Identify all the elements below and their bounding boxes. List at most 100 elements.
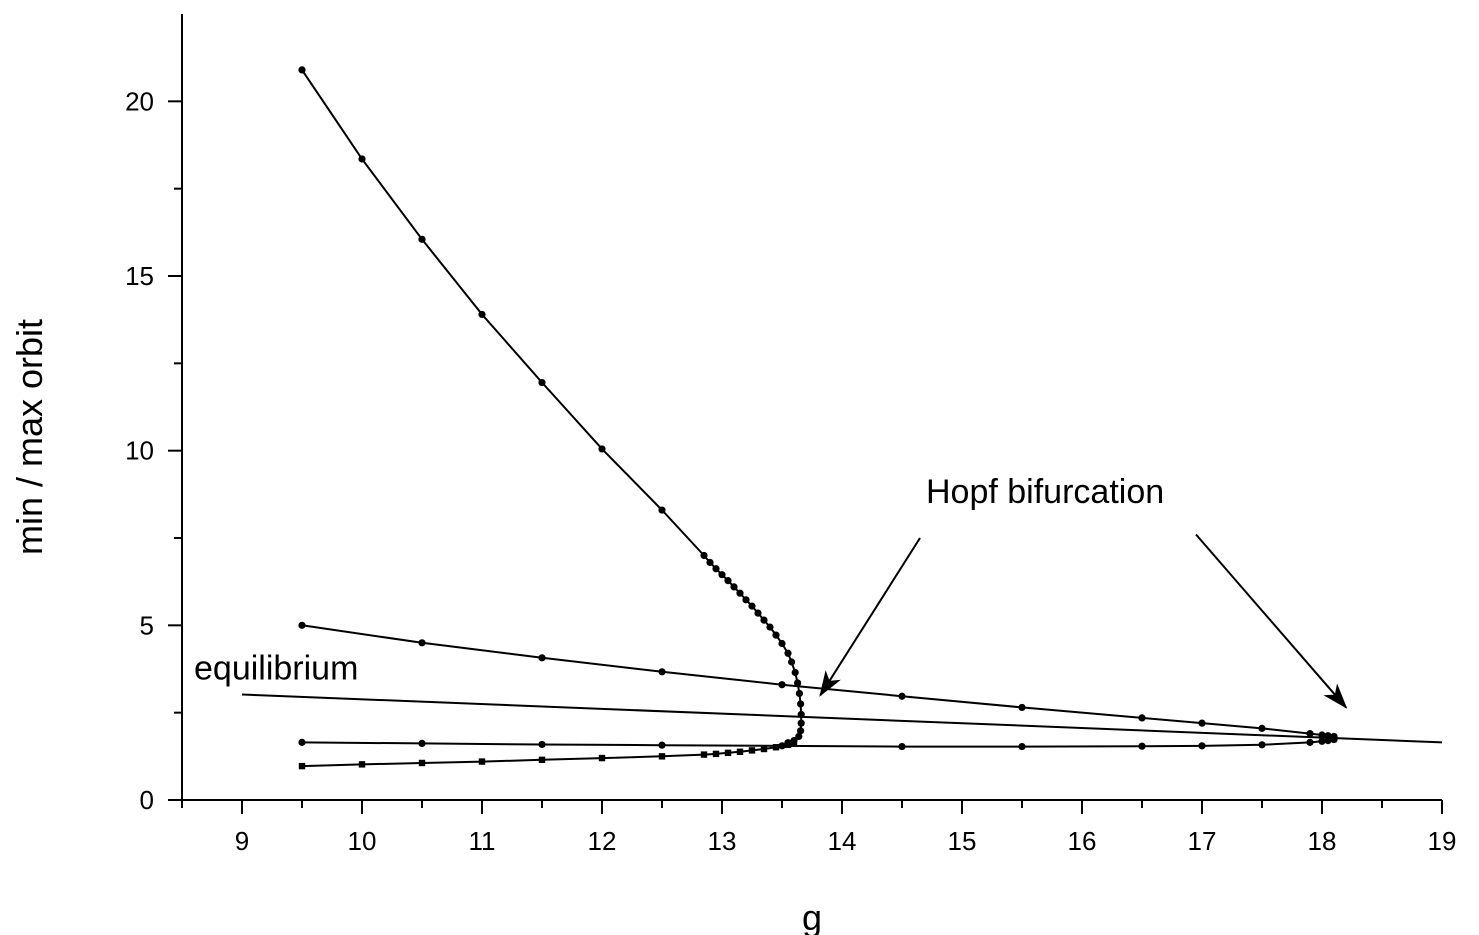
data-point xyxy=(784,649,792,657)
data-point xyxy=(418,739,426,748)
data-point xyxy=(797,719,805,727)
data-point xyxy=(706,558,714,567)
data-point-square xyxy=(724,749,732,757)
x-tick-label: 9 xyxy=(235,826,249,856)
x-tick-label: 19 xyxy=(1428,826,1457,856)
data-point xyxy=(478,310,486,319)
data-point xyxy=(898,742,906,751)
data-point-square xyxy=(658,753,666,760)
y-axis-title: min / max orbit xyxy=(9,319,50,555)
data-point xyxy=(598,445,606,453)
data-point xyxy=(724,577,732,585)
annotation-arrow xyxy=(1195,533,1348,709)
data-point xyxy=(358,155,366,163)
data-point-square xyxy=(772,744,780,751)
data-point xyxy=(418,235,426,243)
data-point xyxy=(658,668,666,676)
data-point xyxy=(1306,738,1314,746)
data-point-square xyxy=(712,750,720,758)
x-tick-label: 18 xyxy=(1308,826,1337,856)
x-tick-label: 17 xyxy=(1188,826,1217,856)
data-point xyxy=(898,692,906,700)
data-point xyxy=(797,700,805,708)
series-line-equilibrium xyxy=(241,693,1443,744)
data-point xyxy=(298,738,306,746)
data-point xyxy=(730,583,738,591)
data-point-square xyxy=(598,754,606,762)
data-point xyxy=(788,658,796,666)
data-point-square xyxy=(358,761,366,768)
data-point xyxy=(298,66,306,74)
data-point xyxy=(718,571,726,579)
y-tick-label: 10 xyxy=(125,436,154,466)
data-point-square xyxy=(790,739,798,746)
data-point xyxy=(760,616,768,624)
data-point xyxy=(754,609,762,617)
x-tick-label: 11 xyxy=(469,826,496,856)
data-point xyxy=(538,654,546,662)
data-point xyxy=(700,551,708,560)
x-tick-label: 15 xyxy=(948,826,977,856)
data-point xyxy=(538,378,546,387)
equilibrium-label: equilibrium xyxy=(194,649,358,687)
x-tick-label: 13 xyxy=(708,826,737,856)
data-point-square xyxy=(760,745,768,753)
data-point-square xyxy=(478,758,486,765)
data-point xyxy=(538,740,546,749)
x-tick-label: 14 xyxy=(828,826,857,856)
data-point xyxy=(778,742,786,750)
arrow-layer xyxy=(819,533,1348,709)
data-point-square xyxy=(538,756,546,764)
data-point xyxy=(748,602,756,610)
data-point-square xyxy=(748,747,756,754)
data-point-square xyxy=(298,762,306,770)
data-point xyxy=(712,565,720,573)
data-point xyxy=(1018,742,1026,751)
data-point xyxy=(1318,737,1326,745)
series-line-left-min-orbit xyxy=(301,741,795,768)
data-point xyxy=(658,741,666,749)
data-point xyxy=(1018,703,1026,712)
data-point-square xyxy=(736,748,744,755)
plot-area xyxy=(241,66,1443,770)
data-point xyxy=(736,589,744,597)
data-point xyxy=(1138,742,1146,750)
y-axis-ticks: 0 5 10 15 20 xyxy=(125,86,182,815)
series-line-left-max-orbit xyxy=(301,69,803,744)
y-tick-label: 5 xyxy=(140,610,154,640)
data-point-square xyxy=(784,741,792,749)
data-point-square xyxy=(700,751,708,758)
data-point xyxy=(795,689,804,698)
data-point xyxy=(778,681,786,689)
data-point xyxy=(658,506,666,514)
data-point xyxy=(1306,730,1314,738)
axes: 9 10 11 12 13 14 15 16 17 18 19 0 5 10 15 20 xyxy=(125,14,1456,856)
data-point xyxy=(1258,724,1266,732)
data-point xyxy=(791,668,799,677)
data-point xyxy=(766,623,774,631)
y-tick-label: 15 xyxy=(125,261,154,291)
x-axis-ticks: 9 10 11 12 13 14 15 16 17 18 19 xyxy=(181,800,1457,856)
data-point xyxy=(298,621,306,629)
x-tick-label: 16 xyxy=(1068,826,1097,856)
data-point xyxy=(778,639,786,648)
data-point xyxy=(1258,741,1266,749)
y-tick-label: 20 xyxy=(125,86,154,116)
data-point-square xyxy=(418,759,426,767)
x-axis-title: g xyxy=(802,897,822,935)
annotation-arrow xyxy=(819,537,921,697)
data-point xyxy=(772,631,780,639)
data-point xyxy=(797,727,805,735)
data-point xyxy=(418,639,426,647)
data-point xyxy=(1198,742,1206,750)
y-tick-label: 0 xyxy=(140,785,154,815)
x-tick-label: 12 xyxy=(588,826,617,856)
data-point xyxy=(795,732,803,741)
hopf-bifurcation-label: Hopf bifurcation xyxy=(926,473,1164,511)
data-point xyxy=(1138,714,1146,722)
series-line-right-upper-orbit xyxy=(301,624,1335,738)
x-tick-label: 10 xyxy=(348,826,377,856)
data-point xyxy=(742,596,750,604)
data-point xyxy=(1198,719,1206,727)
